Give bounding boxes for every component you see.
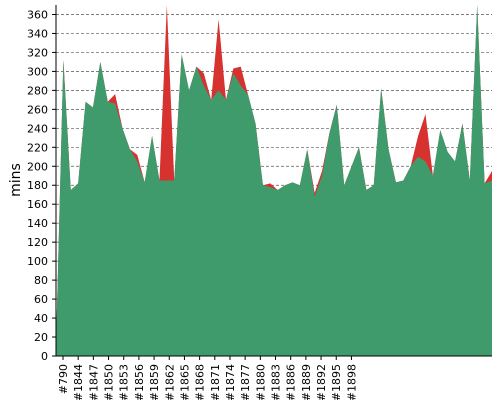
y-tick-label: 160 [27,198,48,211]
x-tick-label: #1859 [148,364,161,400]
y-tick-label: 0 [41,350,48,363]
x-tick-label: #1853 [118,364,131,400]
y-tick-label: 280 [27,84,48,97]
x-tick-label: #1847 [87,364,100,400]
y-tick-label: 140 [27,217,48,230]
x-tick-label: #1895 [330,364,343,400]
y-tick-label: 40 [34,312,48,325]
x-tick-label: #1871 [209,364,222,400]
x-tick-label: #1862 [163,364,176,400]
x-tick-labels: #790 #1844 #1847 #1850 #1853 #1856 #1859 #1862 #… [57,364,358,400]
x-tick-label: #790 [57,364,70,394]
x-tick-label: #1856 [133,364,146,400]
x-tick-label: #1892 [315,364,328,400]
x-tick-label: #1850 [103,364,116,400]
y-tick-label: 180 [27,179,48,192]
y-tick-label: 200 [27,160,48,173]
y-tick-label: 120 [27,236,48,249]
x-tick-label: #1889 [300,364,313,400]
x-tick-label: #1898 [345,364,358,400]
x-tick-label: #1886 [285,364,298,400]
y-tick-labels: 0 20 40 60 80 100 120 140 160 180 200 220 240 260 280 3… [27,8,48,363]
axes [52,5,492,360]
y-tick-label: 340 [27,27,48,40]
y-tick-label: 260 [27,103,48,116]
x-tick-label: #1880 [254,364,267,400]
y-tick-label: 80 [34,274,48,287]
x-tick-label: #1883 [270,364,283,400]
y-tick-label: 320 [27,46,48,59]
y-tick-label: 220 [27,141,48,154]
y-tick-label: 240 [27,122,48,135]
y-tick-label: 360 [27,8,48,21]
series-2-area [56,5,492,356]
y-tick-label: 20 [34,331,48,344]
x-tick-label: #1844 [72,364,85,400]
y-tick-label: 100 [27,255,48,268]
x-tick-label: #1874 [224,364,237,400]
y-tick-label: 60 [34,293,48,306]
x-tick-label: #1865 [178,364,191,400]
x-tick-label: #1868 [194,364,207,400]
x-tick-label: #1877 [239,364,252,400]
y-tick-label: 300 [27,65,48,78]
plot-area [56,5,492,356]
y-axis-label: mins [8,163,24,197]
